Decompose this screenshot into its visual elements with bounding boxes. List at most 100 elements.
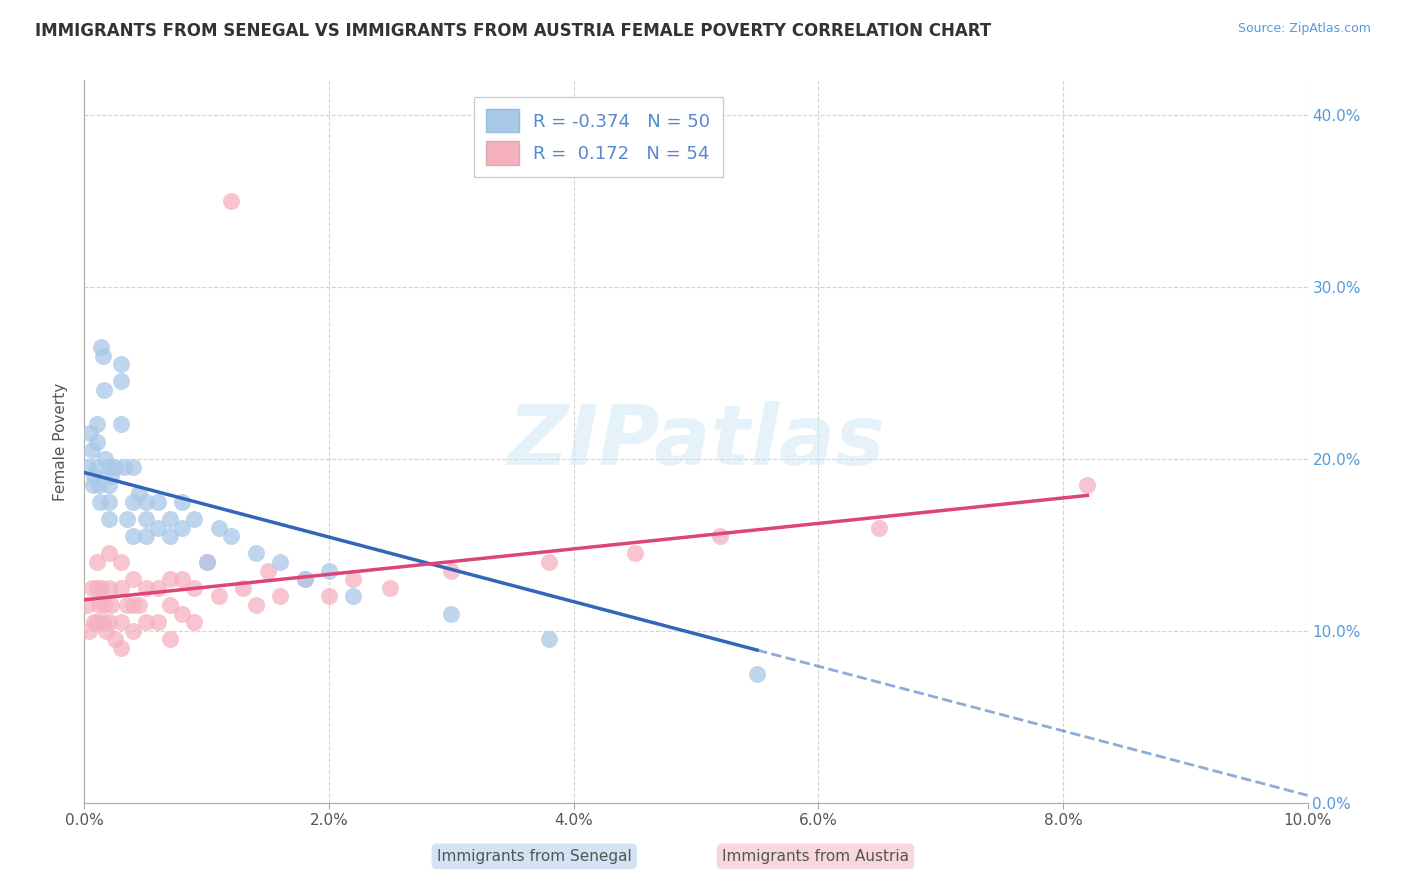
Point [318, 590, 340, 604]
Point [87, 477, 110, 491]
Point [97, 494, 120, 508]
Point [128, 486, 150, 500]
Point [97, 512, 120, 526]
Point [97, 581, 120, 595]
Point [624, 546, 647, 560]
Point [183, 615, 205, 630]
Point [83, 615, 105, 630]
Point [709, 529, 731, 543]
Point [110, 640, 132, 655]
Point [269, 590, 291, 604]
Point [172, 494, 194, 508]
Point [97, 460, 120, 475]
Point [538, 555, 561, 569]
Text: Immigrants from Austria: Immigrants from Austria [721, 849, 910, 863]
Point [97, 615, 120, 630]
Y-axis label: Female Poverty: Female Poverty [53, 383, 69, 500]
Point [100, 469, 122, 483]
Point [183, 512, 205, 526]
Point [76, 598, 98, 612]
Point [112, 460, 135, 475]
Point [245, 546, 267, 560]
Point [159, 598, 181, 612]
Point [245, 598, 267, 612]
Point [93, 383, 115, 397]
Text: IMMIGRANTS FROM SENEGAL VS IMMIGRANTS FROM AUSTRIA FEMALE POVERTY CORRELATION CH: IMMIGRANTS FROM SENEGAL VS IMMIGRANTS FR… [35, 22, 991, 40]
Point [219, 194, 242, 208]
Point [1076, 477, 1098, 491]
Point [146, 615, 169, 630]
Point [104, 460, 127, 475]
Point [269, 555, 291, 569]
Point [80, 581, 103, 595]
Point [146, 494, 169, 508]
Point [146, 581, 169, 595]
Point [172, 572, 194, 586]
Point [146, 520, 169, 534]
Point [110, 615, 132, 630]
Point [97, 477, 120, 491]
Point [135, 512, 157, 526]
Point [77, 460, 100, 475]
Point [86, 417, 108, 432]
Point [208, 520, 231, 534]
Point [869, 520, 891, 534]
Point [83, 469, 105, 483]
Point [90, 581, 112, 595]
Point [208, 590, 231, 604]
Point [294, 572, 316, 586]
Point [90, 340, 112, 354]
Point [89, 494, 111, 508]
Point [91, 349, 114, 363]
Point [122, 572, 145, 586]
Point [110, 555, 132, 569]
Point [93, 598, 115, 612]
Point [195, 555, 218, 569]
Point [257, 564, 280, 578]
Point [110, 581, 132, 595]
Point [82, 477, 104, 491]
Point [183, 581, 205, 595]
Point [342, 590, 364, 604]
Point [100, 598, 122, 612]
Point [538, 632, 561, 647]
Point [97, 546, 120, 560]
Point [159, 572, 181, 586]
Point [172, 607, 194, 621]
Point [122, 624, 145, 638]
Point [122, 494, 145, 508]
Point [219, 529, 242, 543]
Point [294, 572, 316, 586]
Point [110, 357, 132, 371]
Text: Immigrants from Senegal: Immigrants from Senegal [437, 849, 631, 863]
Point [159, 512, 181, 526]
Point [86, 581, 108, 595]
Point [91, 615, 114, 630]
Point [80, 443, 103, 458]
Point [232, 581, 254, 595]
Point [172, 520, 194, 534]
Point [380, 581, 402, 595]
Point [115, 598, 138, 612]
Point [104, 632, 127, 647]
Point [135, 581, 157, 595]
Point [110, 375, 132, 389]
Point [122, 529, 145, 543]
Point [86, 460, 108, 475]
Point [195, 555, 218, 569]
Point [115, 512, 138, 526]
Point [135, 615, 157, 630]
Point [79, 425, 101, 440]
Point [96, 624, 118, 638]
Point [159, 632, 181, 647]
Point [87, 598, 110, 612]
Point [135, 529, 157, 543]
Point [86, 555, 108, 569]
Point [77, 624, 100, 638]
Text: ZIPatlas: ZIPatlas [508, 401, 884, 482]
Point [86, 615, 108, 630]
Point [440, 564, 463, 578]
Text: Source: ZipAtlas.com: Source: ZipAtlas.com [1237, 22, 1371, 36]
Point [122, 598, 145, 612]
Point [440, 607, 463, 621]
